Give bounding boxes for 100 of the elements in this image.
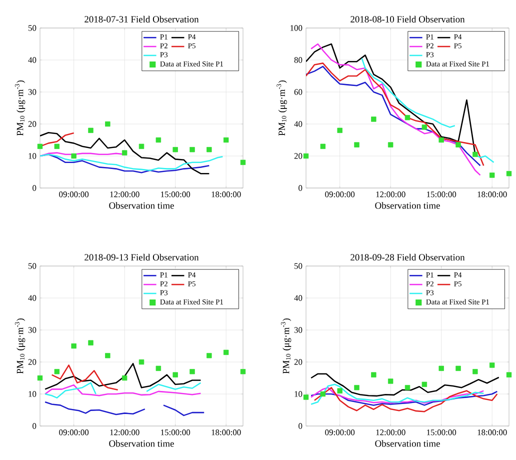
point xyxy=(404,385,410,390)
point xyxy=(172,146,178,152)
chart-title: 2018-09-13 Field Observation xyxy=(84,254,199,260)
x-tick-label: 15:00:00 xyxy=(161,192,190,198)
point xyxy=(190,369,195,374)
x-tick-label: 12:00:00 xyxy=(110,430,140,436)
point xyxy=(54,144,60,149)
x-tick-label: 18:00:00 xyxy=(212,192,241,198)
point xyxy=(489,172,495,178)
y-tick-label: 0 xyxy=(298,185,302,191)
point xyxy=(71,153,76,159)
point xyxy=(122,375,128,381)
y-tick-label: 0 xyxy=(298,423,302,429)
point xyxy=(223,137,229,143)
chart-title: 2018-07-31 Field Observation xyxy=(84,16,199,22)
point xyxy=(303,153,309,159)
x-axis-title: Observation time xyxy=(375,202,440,209)
point xyxy=(388,142,394,148)
point xyxy=(88,128,94,133)
point xyxy=(472,369,478,374)
y-tick-label: 10 xyxy=(28,391,36,397)
y-tick-label: 40 xyxy=(294,121,302,127)
y-axis-title: PM$_{10}$ (μg·m$^{-3}$) xyxy=(14,318,26,374)
y-tick-label: 40 xyxy=(294,295,302,301)
y-tick-label: 20 xyxy=(28,359,36,365)
point xyxy=(422,124,428,130)
y-tick-label: 0 xyxy=(32,423,36,429)
point xyxy=(422,382,428,387)
y-axis-title: PM$_{10}$ (μg·m$^{-3}$) xyxy=(14,80,26,136)
point xyxy=(438,137,444,143)
y-tick-label: 30 xyxy=(28,327,36,333)
point xyxy=(354,142,360,148)
point xyxy=(240,160,246,165)
x-tick-label: 09:00:00 xyxy=(59,430,89,436)
x-tick-label: 12:00:00 xyxy=(376,192,406,198)
point xyxy=(438,366,444,371)
y-tick-label: 20 xyxy=(294,359,302,365)
x-tick-label: 15:00:00 xyxy=(427,430,456,436)
line-series xyxy=(40,132,210,174)
y-tick-label: 10 xyxy=(294,391,302,397)
point xyxy=(354,385,360,390)
point xyxy=(337,388,342,394)
point xyxy=(506,372,512,378)
point xyxy=(88,340,94,346)
y-tick-label: 30 xyxy=(28,89,36,95)
point xyxy=(320,391,326,397)
x-tick-label: 15:00:00 xyxy=(161,430,190,436)
x-axis-title: Observation time xyxy=(375,440,440,447)
point xyxy=(71,343,76,349)
y-tick-label: 50 xyxy=(28,263,36,269)
y-tick-label: 30 xyxy=(294,327,302,333)
point xyxy=(223,350,229,355)
point xyxy=(37,144,43,149)
x-tick-label: 12:00:00 xyxy=(376,430,406,436)
point xyxy=(138,359,144,365)
line-series xyxy=(310,43,481,176)
y-tick-label: 40 xyxy=(28,57,36,63)
y-tick-label: 50 xyxy=(28,25,36,31)
y-tick-label: 10 xyxy=(28,153,36,159)
point xyxy=(190,146,195,152)
point xyxy=(105,121,110,127)
y-tick-label: 60 xyxy=(294,89,302,95)
x-axis-title: Observation time xyxy=(109,440,174,447)
point xyxy=(337,128,342,133)
x-tick-label: 18:00:00 xyxy=(478,192,507,198)
y-axis-title: PM$_{10}$ (μg·m$^{-3}$) xyxy=(276,80,287,136)
point xyxy=(456,142,461,148)
y-tick-label: 50 xyxy=(294,263,302,269)
y-tick-label: 0 xyxy=(32,185,36,191)
line-series xyxy=(40,154,224,172)
point xyxy=(54,369,60,374)
x-tick-label: 09:00:00 xyxy=(325,430,355,436)
x-tick-label: 18:00:00 xyxy=(212,430,241,436)
point xyxy=(37,375,43,381)
y-tick-label: 100 xyxy=(290,25,302,31)
point xyxy=(240,369,246,374)
y-tick-label: 80 xyxy=(294,57,302,63)
point xyxy=(105,353,110,358)
point xyxy=(320,144,326,149)
point xyxy=(156,137,162,143)
point xyxy=(456,366,461,371)
y-tick-label: 20 xyxy=(28,121,36,127)
y-tick-label: 40 xyxy=(28,295,36,301)
y-axis-title: PM$_{10}$ (μg·m$^{-3}$) xyxy=(280,318,292,374)
line-series xyxy=(310,373,500,397)
line-series xyxy=(44,362,202,390)
point xyxy=(206,353,212,358)
chart-title: 2018-09-28 Field Observation xyxy=(350,254,465,260)
line-series xyxy=(51,364,118,390)
point xyxy=(506,170,512,176)
x-axis-title: Observation time xyxy=(109,202,174,209)
x-tick-label: 15:00:00 xyxy=(427,192,456,198)
point xyxy=(404,114,410,120)
x-tick-label: 18:00:00 xyxy=(478,430,507,436)
x-tick-label: 09:00:00 xyxy=(325,192,355,198)
point xyxy=(388,378,394,384)
point xyxy=(138,144,144,149)
point xyxy=(371,372,376,378)
point xyxy=(303,394,309,400)
y-tick-label: 20 xyxy=(294,153,302,159)
